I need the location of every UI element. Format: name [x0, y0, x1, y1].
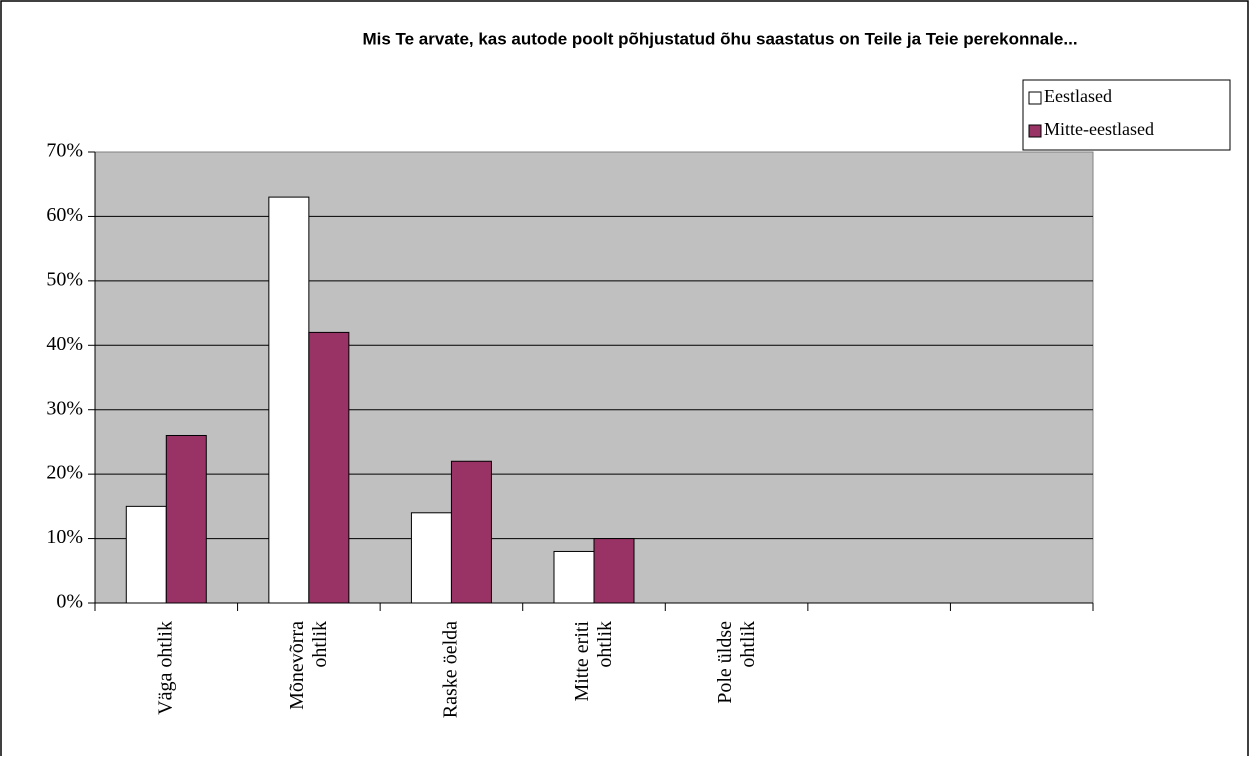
legend-swatch — [1028, 91, 1042, 105]
x-tick-label: Väga ohtlik — [154, 621, 177, 715]
y-tick-label: 70% — [46, 140, 83, 162]
y-tick-label: 60% — [46, 204, 83, 226]
chart-title: Mis Te arvate, kas autode poolt põhjusta… — [362, 29, 1077, 48]
plot-area — [94, 151, 1094, 604]
x-tick-label: Mõnevõrra ohtlik — [285, 621, 331, 710]
bar — [593, 538, 635, 604]
y-tick-label: 10% — [46, 526, 83, 548]
x-tick-label: Raske öelda — [439, 621, 462, 719]
y-tick-label: 20% — [46, 462, 83, 484]
legend-label: Eestlased — [1044, 86, 1112, 106]
bar — [268, 196, 310, 604]
bar — [450, 460, 492, 604]
bar — [165, 434, 207, 604]
bar — [125, 505, 167, 604]
bar — [308, 331, 350, 604]
legend-label: Mitte-eestlased — [1044, 119, 1154, 139]
x-tick-label: Pole üldse ohtlik — [713, 621, 759, 704]
y-tick-label: 40% — [46, 333, 83, 355]
legend-box — [1022, 79, 1231, 151]
y-tick-label: 0% — [56, 591, 83, 613]
y-tick-label: 30% — [46, 397, 83, 419]
legend-swatch — [1028, 124, 1042, 138]
bar — [553, 550, 595, 604]
bar — [410, 512, 452, 604]
x-tick-label: Mitte eriti ohtlik — [571, 621, 616, 702]
frame — [0, 0, 1249, 756]
y-tick-label: 50% — [46, 268, 83, 290]
